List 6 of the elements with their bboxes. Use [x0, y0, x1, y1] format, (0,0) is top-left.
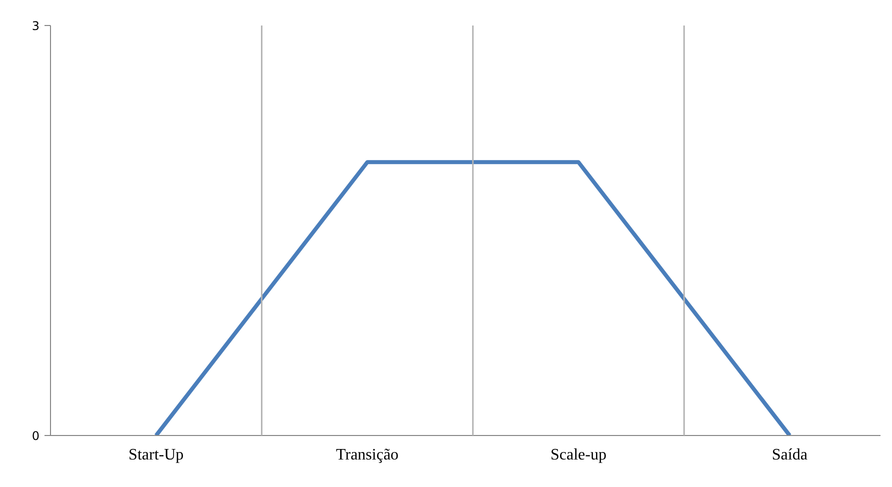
y-tick-label: 3 — [32, 19, 40, 33]
x-tick-label: Saída — [772, 446, 808, 464]
y-tick-label: 0 — [32, 429, 40, 443]
x-tick-label: Transição — [336, 446, 399, 464]
x-tick-label: Start-Up — [128, 446, 184, 464]
x-tick-label: Scale-up — [550, 446, 606, 464]
